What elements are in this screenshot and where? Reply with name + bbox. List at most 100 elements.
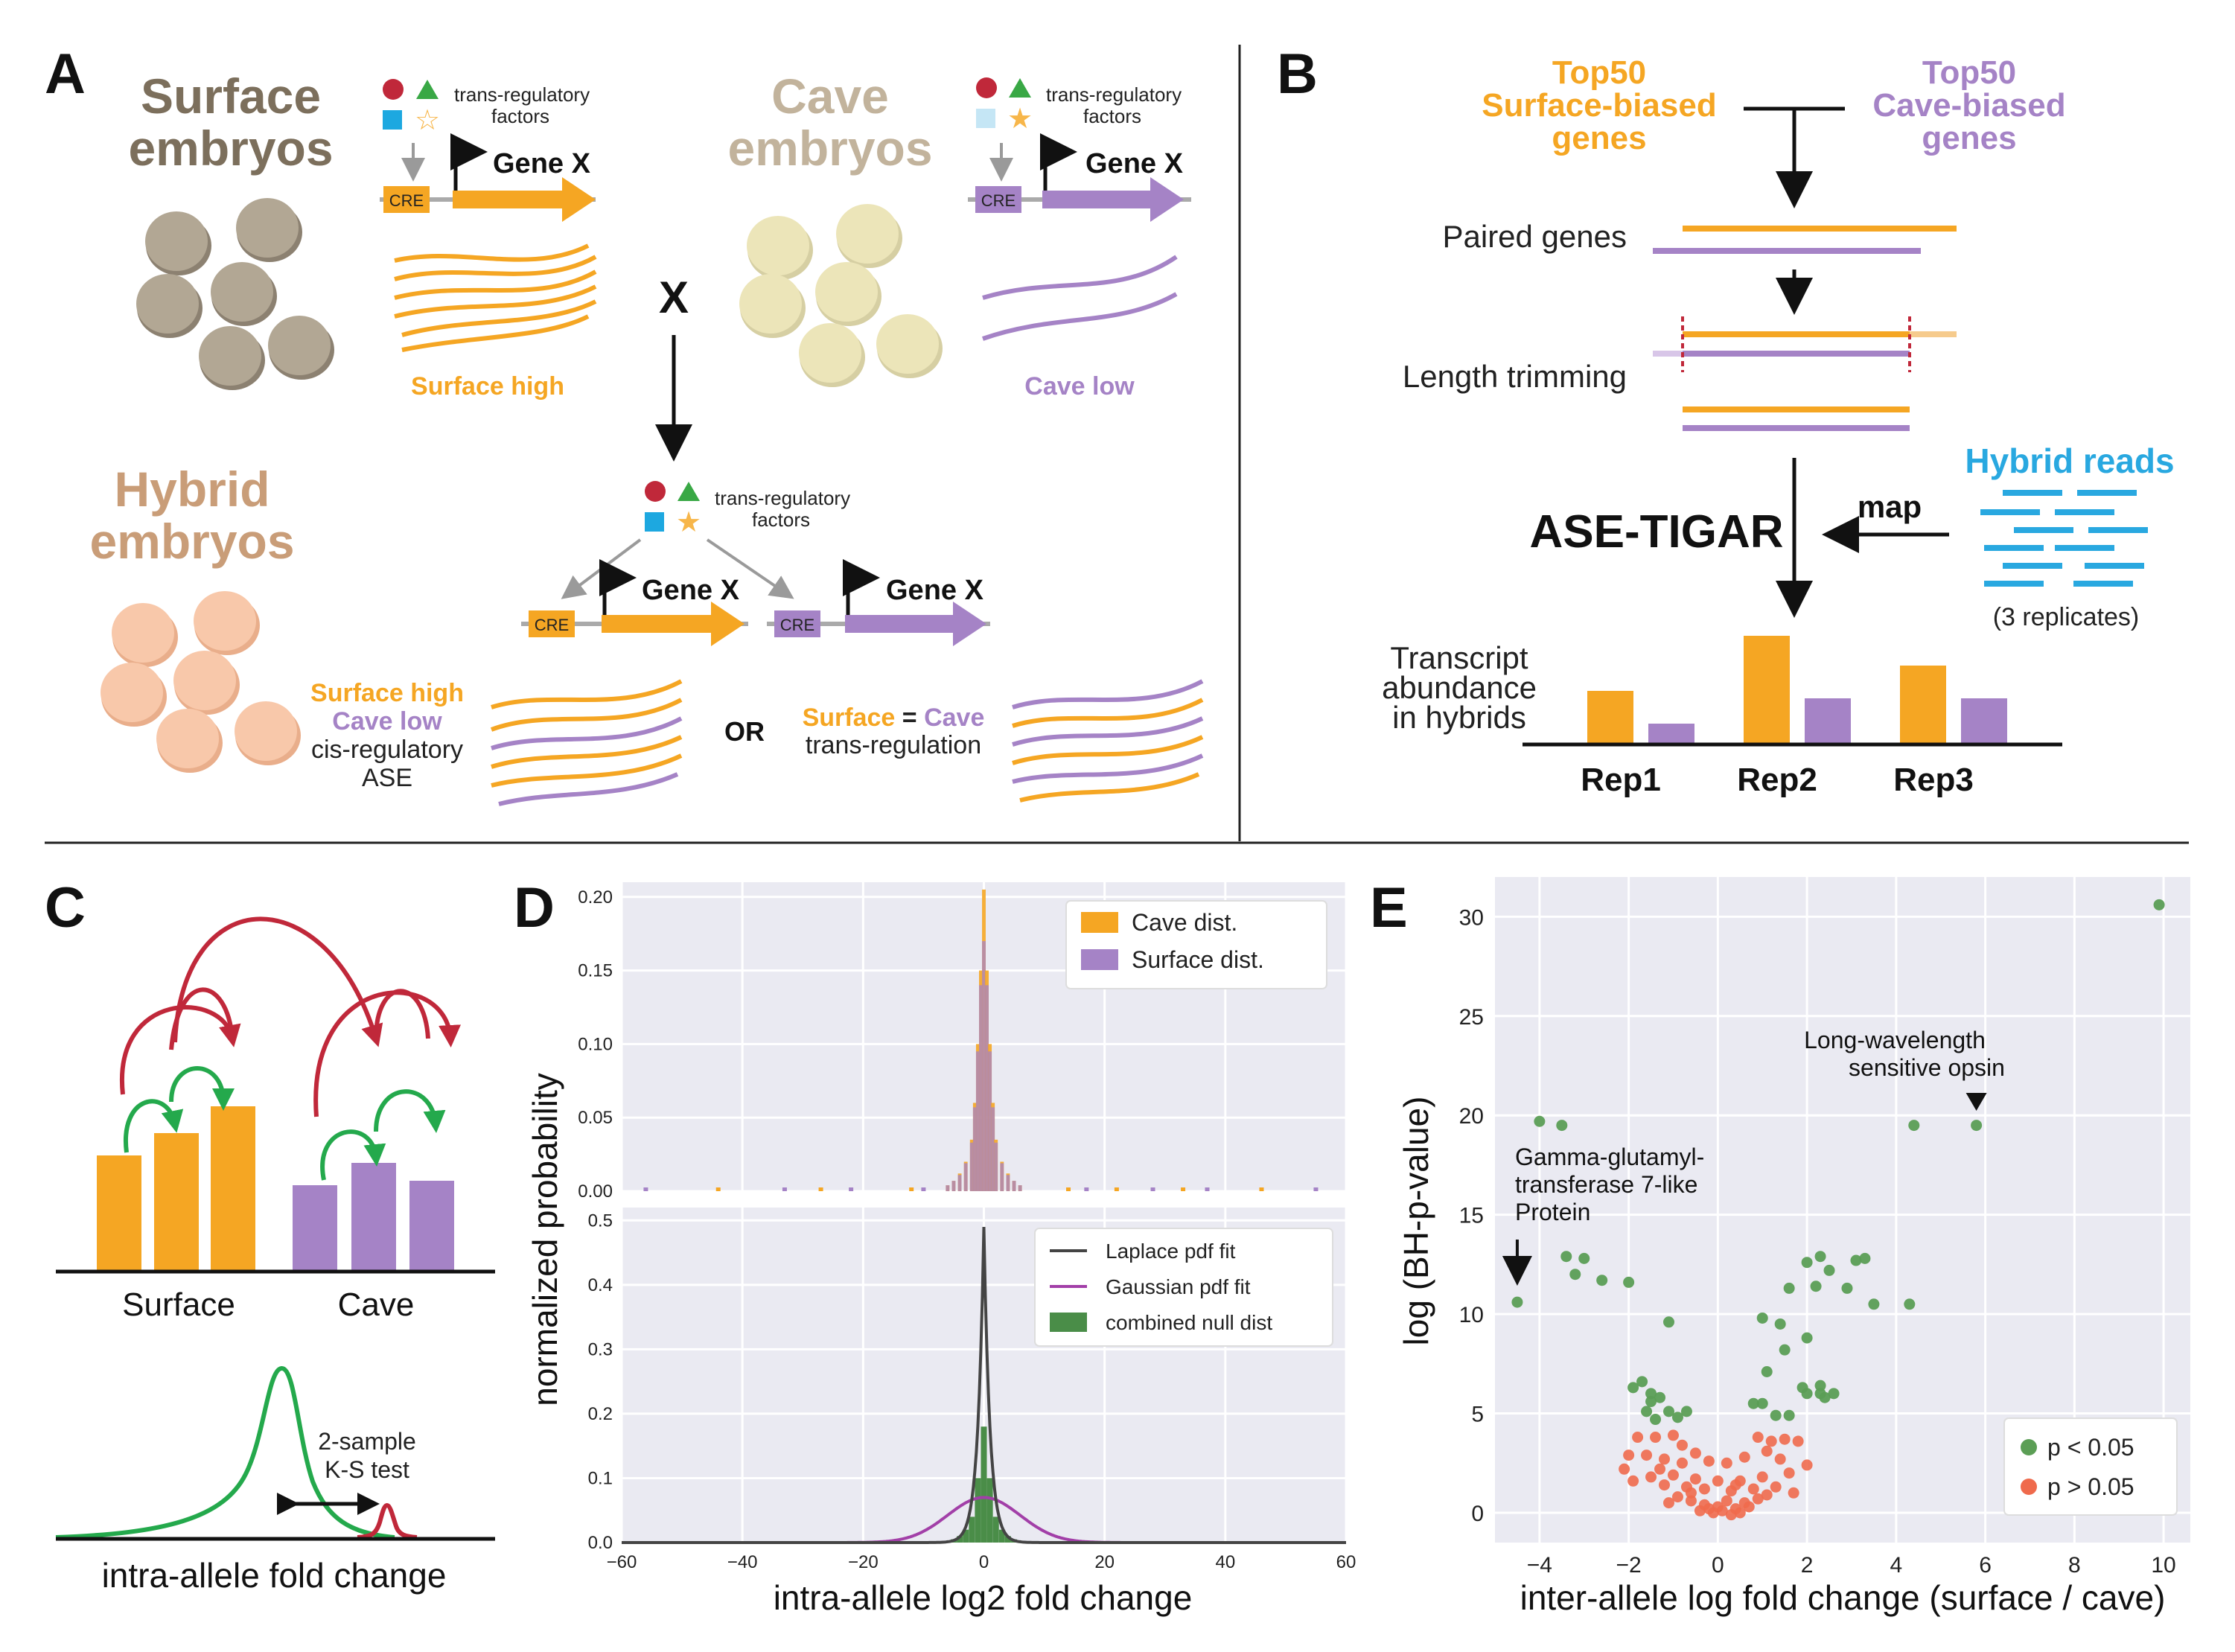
cave-transcripts <box>982 255 1178 341</box>
ytick-label: 0.0 <box>588 1533 613 1553</box>
point-significant <box>1770 1409 1782 1421</box>
point-significant <box>1814 1251 1826 1263</box>
rep2-label: Rep2 <box>1737 762 1817 798</box>
panel-e: E log (BH-p-value) inter-allele log fold… <box>1370 876 2190 1617</box>
null-hist-bar <box>998 1529 1005 1543</box>
panel-b: B Top50 Surface-biased genes Top50 Cave-… <box>1277 42 2175 798</box>
top-cave-line1: Top50 <box>1922 54 2016 91</box>
null-hist-bar <box>1004 1536 1011 1543</box>
tail-bin <box>643 1187 648 1191</box>
cave-trans-label-2: factors <box>1083 105 1141 127</box>
point-significant <box>1511 1296 1523 1308</box>
annotation-opsin-1: Long-wavelength <box>1804 1027 1986 1053</box>
tail-bin <box>909 1187 914 1191</box>
surface-hist-bar <box>1018 1185 1022 1191</box>
panel-e-xlabel: inter-allele log fold change (surface / … <box>1520 1578 2166 1617</box>
point-significant <box>1756 1312 1768 1324</box>
xtick-label: 10 <box>2151 1553 2175 1578</box>
point-nonsignificant <box>1645 1471 1657 1483</box>
legend-swatch-null <box>1050 1313 1087 1332</box>
annotation-ggt-1: Gamma-glutamyl- <box>1515 1144 1704 1170</box>
point-nonsignificant <box>1783 1467 1795 1479</box>
surface-trans-label-2: factors <box>491 105 549 127</box>
tail-bin <box>1205 1187 1210 1191</box>
point-nonsignificant <box>1725 1509 1737 1521</box>
surface-cre-label: CRE <box>389 191 424 210</box>
panel-d: D normalized probability intra-allele lo… <box>514 876 1356 1617</box>
surface-hist-bar <box>991 1107 995 1191</box>
point-nonsignificant <box>1747 1483 1759 1495</box>
outcome2-line1: Surface = Cave <box>803 704 985 732</box>
surface-hist-bar <box>946 1185 950 1191</box>
cave-factors-icon: ★ <box>976 77 1033 135</box>
ytick-label: 0.20 <box>578 887 613 908</box>
point-significant <box>1796 1382 1808 1394</box>
bar-cave-rep2 <box>1805 698 1851 744</box>
panel-c: C Surface Cave 2-sample K-S test intra-a… <box>45 876 495 1595</box>
point-significant <box>1814 1380 1826 1391</box>
surface-factors-icon: ☆ <box>383 79 440 136</box>
point-nonsignificant <box>1689 1473 1701 1485</box>
panel-d-label: D <box>514 876 555 940</box>
hybrid-reads-label: Hybrid reads <box>1965 441 2174 480</box>
cave-cre-label: CRE <box>981 191 1016 210</box>
cave-embryos <box>739 204 943 387</box>
panel-d-ylabel: normalized probability <box>526 1073 564 1406</box>
panel-d-top-legend <box>1065 900 1327 989</box>
point-significant <box>1641 1406 1653 1417</box>
legend-swatch-cave <box>1081 912 1118 933</box>
ytick-label: 0.3 <box>588 1339 613 1359</box>
panel-c-surface-bar <box>211 1106 255 1270</box>
legend-cave-dist: Cave dist. <box>1132 909 1237 936</box>
point-significant <box>1663 1406 1674 1417</box>
point-significant <box>1747 1397 1759 1409</box>
null-hist-bar <box>957 1536 963 1543</box>
point-nonsignificant <box>1685 1495 1697 1507</box>
point-significant <box>1645 1396 1657 1408</box>
outcome2-equals: = <box>895 704 924 732</box>
point-nonsignificant <box>1663 1497 1674 1509</box>
point-nonsignificant <box>1623 1450 1635 1461</box>
panel-c-cave-bar <box>293 1185 337 1270</box>
annotation-opsin-2: sensitive opsin <box>1849 1054 2005 1081</box>
panel-c-surface-bar <box>154 1133 199 1270</box>
panel-e-ylabel: log (BH-p-value) <box>1397 1097 1435 1346</box>
point-nonsignificant <box>1671 1491 1683 1503</box>
panel-d-bottom-legend <box>1034 1228 1333 1347</box>
top-cave-line2: Cave-biased <box>1872 87 2065 124</box>
point-nonsignificant <box>1632 1432 1644 1444</box>
point-nonsignificant <box>1774 1453 1786 1465</box>
legend-swatch-surface <box>1081 949 1118 970</box>
null-hist-bar <box>986 1478 993 1543</box>
outcome2-trans-regulation: trans-regulation <box>806 731 981 759</box>
point-significant <box>1534 1115 1546 1127</box>
point-significant <box>1868 1298 1880 1310</box>
point-significant <box>1828 1388 1840 1400</box>
point-nonsignificant <box>1765 1435 1777 1447</box>
outcome2-transcripts <box>1012 679 1204 803</box>
panel-c-cave-bar <box>351 1163 396 1270</box>
point-significant <box>1569 1269 1581 1281</box>
legend-dot-nonsignificant <box>2021 1479 2037 1495</box>
point-significant <box>1623 1276 1635 1288</box>
surface-hist-bar <box>1006 1175 1010 1191</box>
surface-hist-bar <box>972 1107 977 1191</box>
rep3-label: Rep3 <box>1893 762 1974 798</box>
top-surface-line2: Surface-biased <box>1482 87 1716 124</box>
bar-surface-rep1 <box>1587 691 1633 744</box>
panel-b-label: B <box>1277 42 1318 106</box>
rep1-label: Rep1 <box>1581 762 1661 798</box>
opsin-marker <box>1965 1093 1987 1111</box>
point-significant <box>1850 1254 1862 1266</box>
point-significant <box>1801 1332 1813 1344</box>
point-nonsignificant <box>1659 1453 1671 1465</box>
ytick-label: 10 <box>1459 1303 1484 1327</box>
point-nonsignificant <box>1676 1457 1688 1469</box>
point-significant <box>1663 1316 1674 1328</box>
hybrid-title-line2: embryos <box>89 514 294 569</box>
point-nonsignificant <box>1676 1439 1688 1451</box>
xtick-label: −4 <box>1527 1553 1552 1578</box>
bar-surface-rep3 <box>1900 666 1946 744</box>
point-significant <box>1904 1298 1916 1310</box>
point-significant <box>1578 1252 1590 1264</box>
